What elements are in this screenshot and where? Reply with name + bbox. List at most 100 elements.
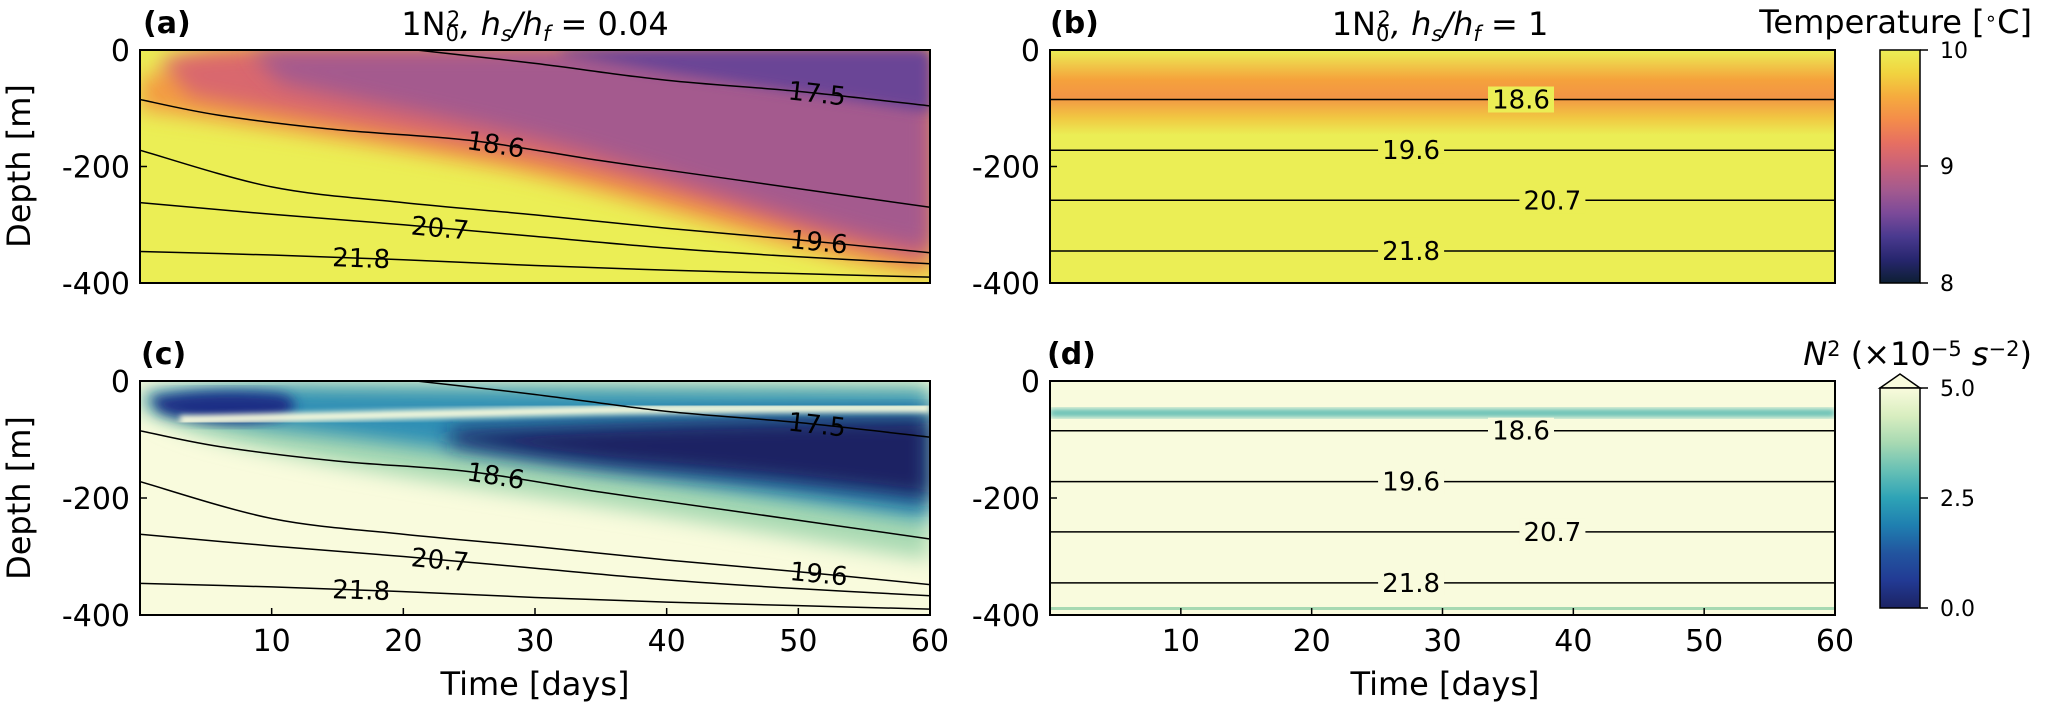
contour-label-gap [1488,417,1554,444]
cb-temp-tick-8: 8 [1940,272,1954,297]
field-c-light-streak [179,403,930,425]
y-tick-label: -400 [62,599,130,634]
contour-label-group-20-7: 20.7 [410,543,470,578]
contour-label-gap [1378,569,1445,596]
contour-line-17-5 [416,50,930,107]
colorbar-temperature-ramp [1879,49,1921,284]
contour-label-group-18-6: 18.6 [1488,417,1554,447]
colorbar-n2-extend-arrow [1877,373,1923,389]
contours-a: 17.518.619.620.721.8 [140,50,930,278]
contour-label-group-18-6: 18.6 [1488,86,1554,116]
contour-label-21-8: 21.8 [332,575,391,607]
y-tick-label: -400 [972,599,1040,634]
x-tick-label: 40 [648,624,686,659]
contours-d: 18.6 19.6 20.7 21.8 [1050,417,1835,599]
contour-label-gap [1519,518,1586,545]
panel-a-y-label: Depth [m] [0,84,38,248]
contour-label-group-20-7: 20.7 [1519,518,1586,548]
contour-label-group-21-8: 21.8 [332,243,391,275]
contour-line-18-6 [140,429,930,540]
contour-label-19-6: 19.6 [1382,468,1440,498]
contour-label-19-6: 19.6 [1382,136,1440,166]
y-tick-label: -200 [62,151,130,186]
contour-label-21-8: 21.8 [332,243,391,275]
contour-label-group-19-6: 19.6 [1378,468,1445,498]
contour-label-21-8: 21.8 [1382,237,1440,267]
panel-d-label: (d) [1047,337,1096,372]
contour-label-20-7: 20.7 [410,543,470,578]
contour-label-gap [1488,86,1554,113]
x-tick-label: 10 [253,624,291,659]
contour-label-19-6: 19.6 [788,557,849,592]
panel-a-y-axis: 0 -200 -400 [62,34,147,302]
x-tick-label: 20 [384,624,422,659]
contour-label-group-19-6: 19.6 [788,225,849,260]
panel-b-title: 1N02, hs/hf = 1 [1332,5,1549,46]
panel-c-y-label: Depth [m] [0,416,38,580]
panel-b-y-axis: 0 -200 -400 [972,34,1057,302]
contour-label-21-8: 21.8 [1382,569,1440,599]
panel-c-field: 17.518.619.620.721.8 [140,381,930,615]
panel-d-x-label: Time [days] [1350,665,1540,703]
x-tick-label: 50 [779,624,817,659]
field-b-warm-band [1050,50,1835,135]
contour-label-20-7: 20.7 [1523,518,1581,548]
panel-c-y-axis: 0 -200 -400 [62,365,147,634]
cb-temp-tick-10: 10 [1940,39,1968,64]
colorbar-n2: N2 (×10−5 s−2) 5.0 2.5 0.0 [1803,335,2032,622]
contour-line-21-8 [140,582,930,610]
colorbar-n2-ticks: 5.0 2.5 0.0 [1920,377,1975,622]
contour-label-17-5: 17.5 [787,76,848,112]
contour-label-group-19-6: 19.6 [1378,136,1445,166]
colorbar-n2-ramp [1879,387,1921,609]
contour-line-21-8 [140,250,930,278]
contour-line-19-6 [140,149,930,254]
contour-label-group-20-7: 20.7 [1519,186,1586,216]
y-tick-label: -400 [972,267,1040,302]
contour-line-17-5 [416,381,930,438]
field-c-deep-core [450,416,930,500]
x-tick-label: 50 [1685,624,1723,659]
x-tick-label: 30 [1423,624,1461,659]
y-tick-label: -200 [972,482,1040,517]
y-tick-label: -200 [972,151,1040,186]
contour-line-20-7 [140,533,930,597]
cb-n2-tick-5: 5.0 [1940,377,1975,402]
x-tick-label: 10 [1162,624,1200,659]
field-d-stratified-band [1050,409,1835,417]
contour-line-19-6 [140,480,930,586]
contour-label-18-6: 18.6 [1492,86,1550,116]
panel-d-field: 18.6 19.6 20.7 21.8 [1050,381,1835,615]
y-tick-label: 0 [1021,34,1040,69]
y-tick-label: 0 [111,34,130,69]
panel-a-title: 1N02, hs/hf = 0.04 [401,5,669,46]
panel-b: 18.6 19.6 20.7 21.8 (b) 1N02, hs/hf = 1 0 -2… [972,5,1836,302]
x-tick-label: 60 [911,624,949,659]
panel-c-x-label: Time [days] [440,665,630,703]
contour-line-20-7 [140,201,930,265]
colorbar-temperature-title: Temperature [∘C] [1758,3,2032,41]
contour-label-group-17-5: 17.5 [787,408,848,444]
contour-label-group-21-8: 21.8 [332,575,391,607]
contour-label-group-17-5: 17.5 [787,76,848,112]
contour-label-20-7: 20.7 [1523,186,1581,216]
contour-label-group-21-8: 21.8 [1378,569,1445,599]
contours-b: 18.6 19.6 20.7 21.8 [1050,86,1835,267]
colorbar-temperature-ticks: 10 9 8 [1920,39,1968,297]
cb-temp-tick-9: 9 [1940,155,1954,180]
panel-a: 17.518.619.620.721.8 (a) 1N02, hs/hf = 0… [0,5,931,302]
contour-label-gap [1519,187,1586,214]
cb-n2-tick-0: 0.0 [1940,597,1975,622]
panel-a-label: (a) [143,6,191,41]
contour-label-20-7: 20.7 [410,212,470,247]
panel-d: 18.6 19.6 20.7 21.8 (d) 0 -200 -400 10 20 30 40 5… [972,337,1854,703]
contour-label-18-6: 18.6 [1492,417,1550,447]
y-tick-label: -400 [62,267,130,302]
colorbar-n2-title: N2 (×10−5 s−2) [1803,335,2032,373]
contour-label-group-21-8: 21.8 [1378,237,1445,267]
field-a-cool-layer [250,50,930,250]
contour-label-19-6: 19.6 [788,225,849,260]
x-tick-label: 20 [1293,624,1331,659]
colorbar-temperature: Temperature [∘C] 10 9 8 [1758,3,2032,297]
